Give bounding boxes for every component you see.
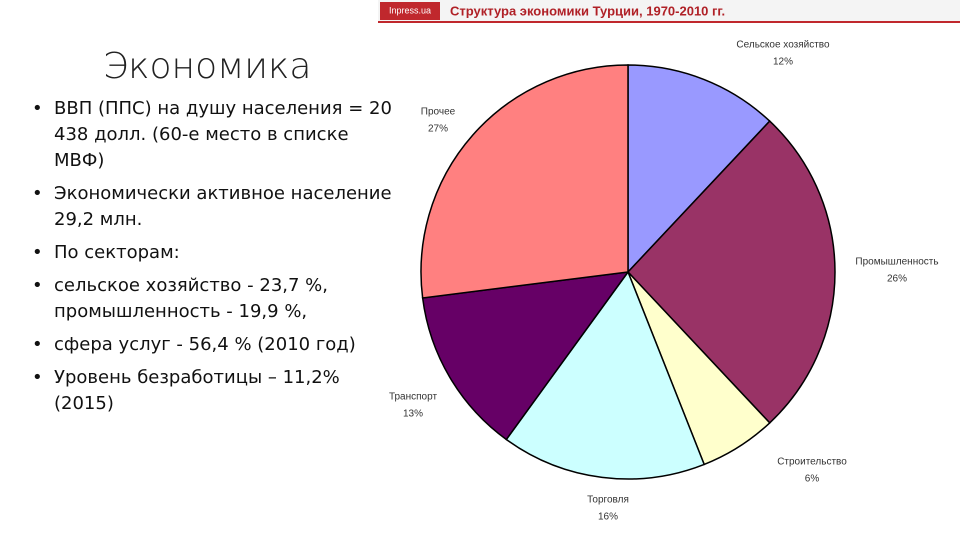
pie-slice (421, 271, 630, 441)
slice-value-label: 27% (428, 124, 448, 135)
bullet-list: ВВП (ППС) на душу населения = 20 438 дол… (32, 96, 402, 424)
banner (378, 0, 960, 22)
slice-label: Промышленность (855, 257, 938, 268)
bullet: По секторам: (32, 240, 402, 266)
slice-value-label: 16% (598, 512, 618, 523)
chart-title: Структура экономики Турции, 1970-2010 гг… (450, 3, 725, 18)
slide-title: Экономика (103, 46, 312, 87)
pie-slice (627, 64, 771, 274)
slice-label: Прочее (421, 107, 456, 118)
pie-slice (505, 270, 706, 480)
pie-slice (420, 64, 629, 299)
slice-label: Сельское хозяйство (736, 40, 830, 51)
slice-value-label: 13% (403, 409, 423, 420)
slice-label: Торговля (587, 495, 629, 506)
bullet: сельское хозяйство - 23,7 %, промышленно… (32, 273, 402, 325)
source-box (380, 2, 440, 20)
slice-value-label: 26% (887, 274, 907, 285)
pie-slice (626, 120, 836, 424)
bullet: Экономически активное население 29,2 млн… (32, 181, 402, 233)
slice-label: Строительство (777, 457, 847, 468)
slice-value-label: 12% (773, 57, 793, 68)
slice-value-label: 6% (805, 474, 820, 485)
slice-label: Транспорт (389, 392, 438, 403)
bullet: сфера услуг - 56,4 % (2010 год) (32, 332, 402, 358)
chart-source: Inpress.ua (389, 5, 431, 15)
bullet: Уровень безработицы – 11,2% (2015) (32, 365, 402, 417)
bullet: ВВП (ППС) на душу населения = 20 438 дол… (32, 96, 402, 174)
